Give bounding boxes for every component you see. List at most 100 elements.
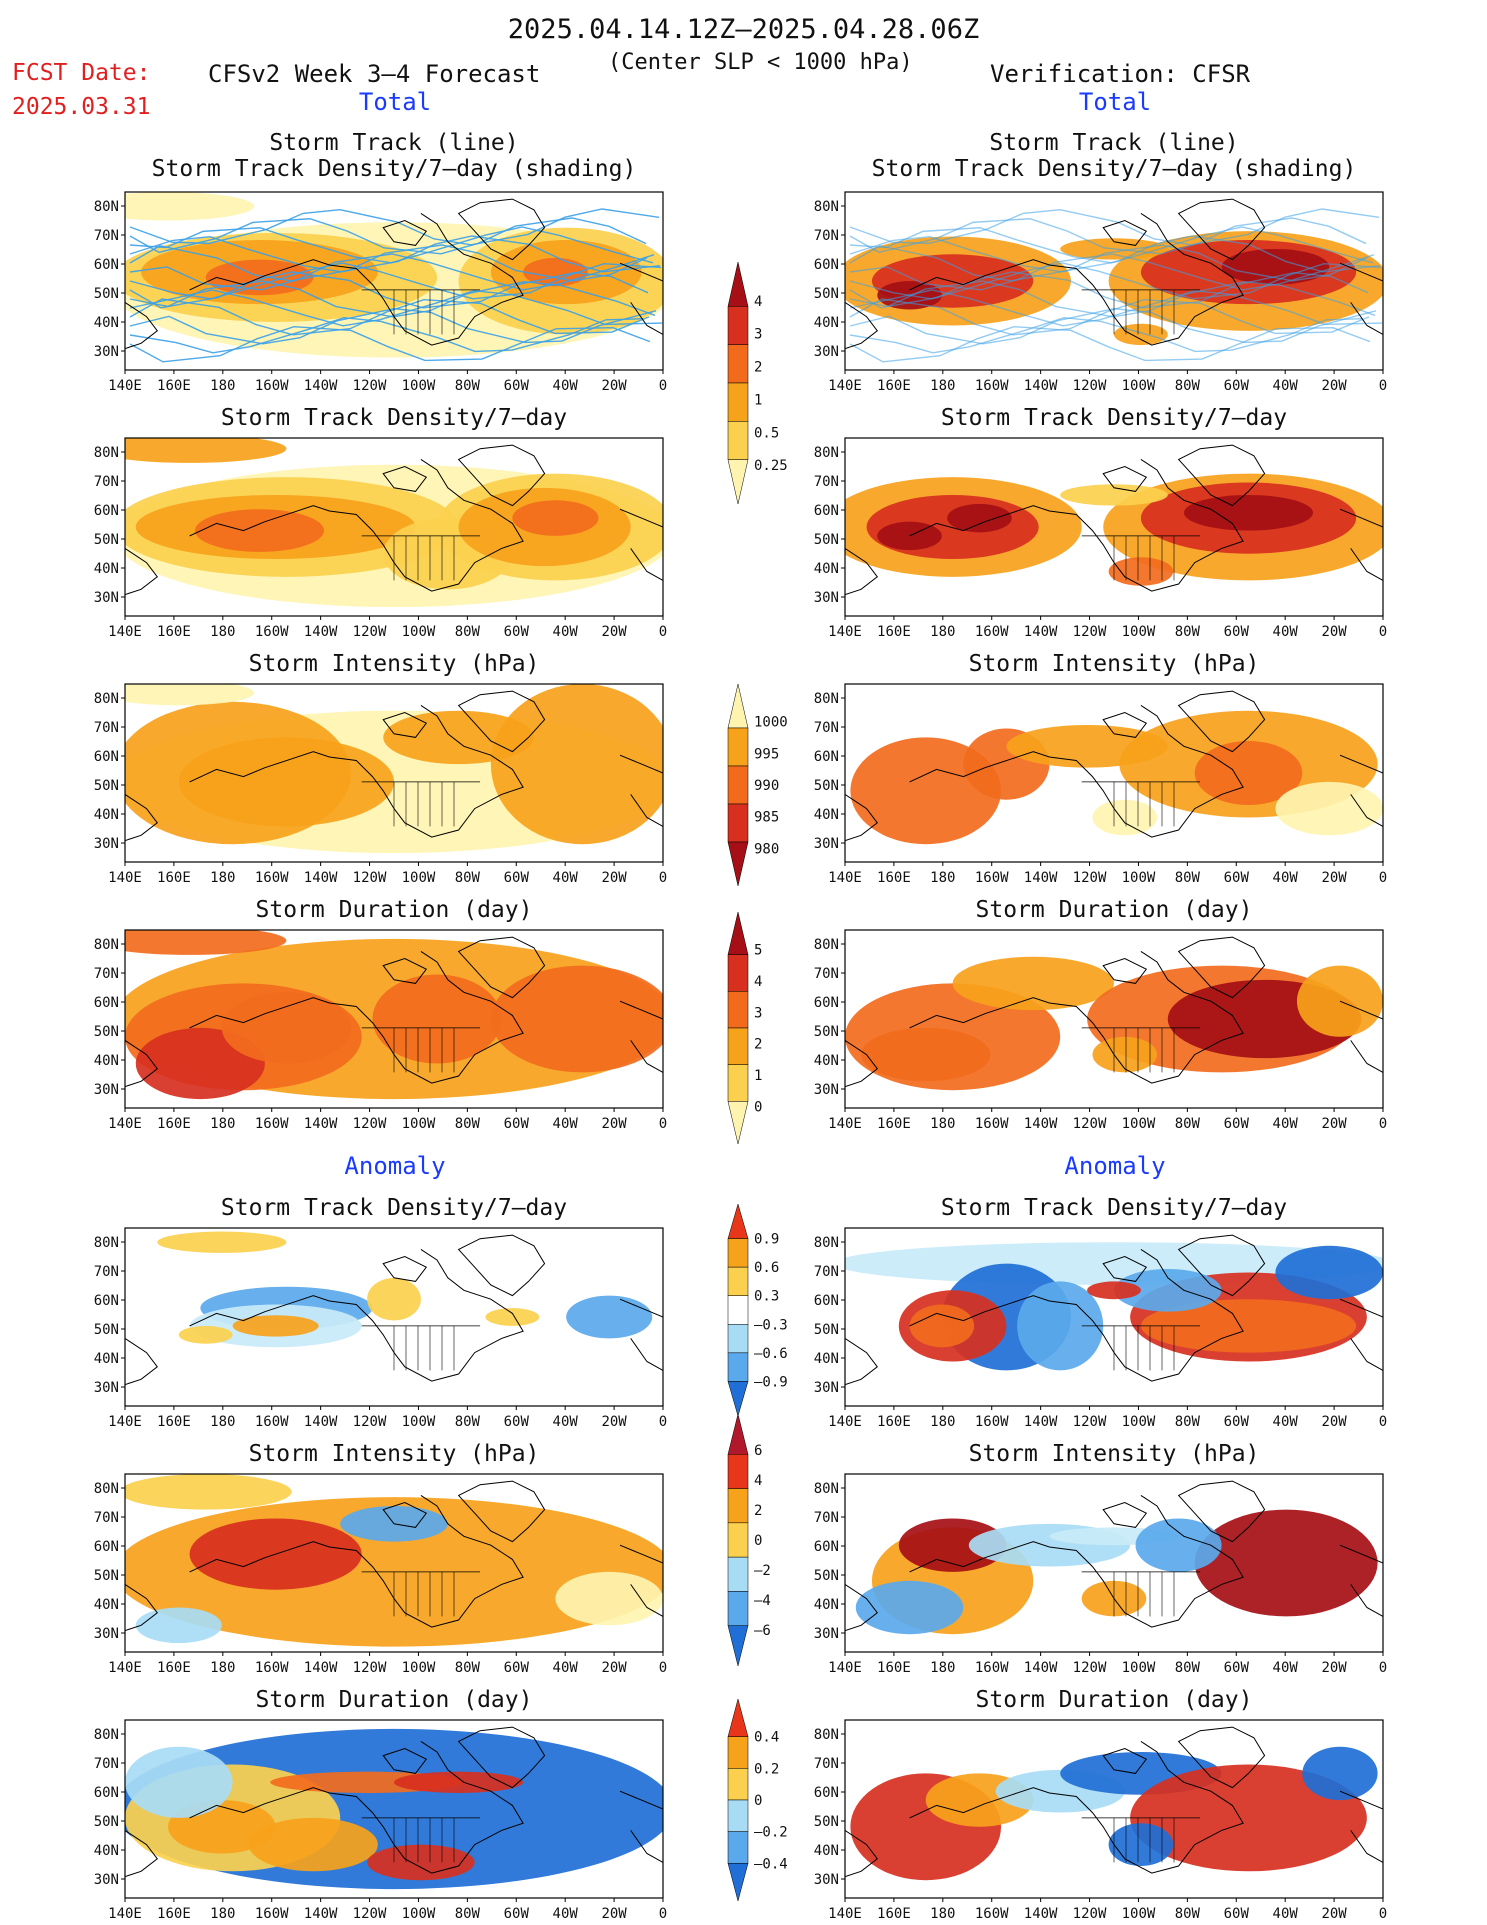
lon-tick-label: 140W (1024, 1414, 1058, 1430)
coastline (382, 957, 428, 984)
lon-tick-label: 60W (504, 624, 530, 640)
field-shading (125, 192, 663, 370)
lon-tick-label: 140W (304, 1660, 338, 1676)
lon-tick-label: 140E (108, 1906, 142, 1922)
lon-tick-label: 80W (455, 1660, 481, 1676)
lon-tick-label: 40W (553, 624, 579, 640)
lon-tick-label: 140W (304, 378, 338, 394)
lon-tick-label: 40W (1273, 1906, 1299, 1922)
lat-tick-label: 30N (814, 836, 839, 852)
colorbar-label: –6 (754, 1623, 771, 1639)
shaded-region (523, 257, 588, 287)
lon-tick-label: 0 (1379, 1906, 1387, 1922)
field-shading (125, 1474, 663, 1652)
shaded-region (555, 1571, 663, 1626)
coastline (1350, 794, 1383, 827)
lon-tick-label: 40W (1273, 378, 1299, 394)
coastline (630, 1338, 663, 1371)
lat-tick-label: 80N (94, 1481, 119, 1497)
coastline (382, 219, 428, 246)
coastline (189, 704, 524, 838)
colorbar-cap (727, 1203, 749, 1239)
colorbar-label: 5 (754, 942, 762, 958)
shaded-region (372, 974, 502, 1064)
field-shading (845, 684, 1383, 862)
lon-tick-label: 60W (1224, 1906, 1250, 1922)
lon-tick-label: 160E (877, 1414, 911, 1430)
lon-tick-label: 160W (975, 624, 1009, 640)
colorbar-label: 4 (754, 1473, 762, 1489)
lon-tick-label: 40W (553, 1906, 579, 1922)
shaded-region (1275, 1245, 1383, 1300)
lat-tick-label: 80N (94, 445, 119, 461)
lat-tick-label: 40N (814, 1597, 839, 1613)
lon-tick-label: 60W (504, 1660, 530, 1676)
map-frame (124, 437, 664, 617)
lon-tick-label: 160W (255, 1116, 289, 1132)
field-shading (845, 192, 1383, 370)
lat-tick-label: 80N (94, 691, 119, 707)
coastline (1339, 1000, 1383, 1020)
panel-title: Storm Track Density/7–day (941, 405, 1287, 431)
shaded-region (1183, 494, 1314, 531)
lon-tick-label: 140E (828, 1116, 862, 1132)
shaded-region (394, 1771, 524, 1793)
lat-tick-label: 30N (94, 1082, 119, 1098)
lon-tick-label: 60W (1224, 378, 1250, 394)
colorbar-label: –0.9 (754, 1374, 788, 1390)
colorbar-cap (727, 911, 749, 955)
colorbar-cap (727, 1413, 749, 1455)
coastline (845, 547, 878, 596)
lon-tick-label: 180 (210, 1906, 235, 1922)
lon-tick-label: 100W (1122, 624, 1156, 640)
lon-tick-label: 60W (1224, 1660, 1250, 1676)
lat-tick-label: 40N (94, 807, 119, 823)
lon-tick-label: 20W (601, 1116, 627, 1132)
lat-tick-label: 80N (814, 1481, 839, 1497)
lat-tick-label: 50N (814, 1322, 839, 1338)
lon-tick-label: 160W (255, 1414, 289, 1430)
lon-tick-label: 80W (455, 1116, 481, 1132)
lon-tick-label: 80W (1175, 378, 1201, 394)
lon-tick-label: 100W (402, 378, 436, 394)
lat-tick-label: 50N (94, 1322, 119, 1338)
shaded-region (1275, 781, 1383, 836)
lon-tick-label: 140E (108, 1116, 142, 1132)
colorbar-swatch (727, 344, 749, 384)
shaded-region (1221, 248, 1330, 285)
colorbar-swatch (727, 727, 749, 767)
coastline (457, 444, 546, 507)
colorbar-label: 1000 (754, 715, 788, 731)
colorbar-density-anom: 0.9 0.6 0.3 –0.3 –0.6 –0.9 (727, 1203, 788, 1417)
coastline (125, 1337, 158, 1386)
storm-track-line (849, 280, 1376, 318)
lat-tick-label: 30N (94, 836, 119, 852)
lon-tick-label: 120W (1073, 378, 1107, 394)
colorbar-cap (727, 1101, 749, 1145)
coastline (845, 1829, 878, 1878)
colorbar-label: 3 (754, 1005, 762, 1021)
coastline (1102, 465, 1148, 492)
coastline (382, 1747, 428, 1774)
coastline (125, 1583, 158, 1632)
lon-tick-label: 120W (353, 1906, 387, 1922)
colorbar-duration: 5 4 3 2 1 0 (727, 911, 762, 1145)
lon-tick-label: 140E (108, 624, 142, 640)
shaded-region (1302, 1746, 1378, 1801)
lat-tick-label: 30N (814, 344, 839, 360)
colorbar-cap (727, 1381, 749, 1417)
lon-tick-label: 160W (255, 870, 289, 886)
colorbar-swatch (727, 1454, 749, 1489)
lon-tick-label: 60W (504, 1414, 530, 1430)
shaded-region (490, 684, 663, 845)
coastline (1102, 711, 1148, 738)
colorbar-cap (727, 1625, 749, 1667)
lon-tick-label: 80W (1175, 1116, 1201, 1132)
storm-track-line (849, 325, 1371, 363)
coastline (382, 1255, 428, 1282)
lat-tick-label: 40N (814, 315, 839, 331)
lat-tick-label: 70N (814, 966, 839, 982)
lon-tick-label: 140E (108, 378, 142, 394)
colorbar-label: 2 (754, 1037, 762, 1053)
colorbar-swatch (727, 1768, 749, 1801)
